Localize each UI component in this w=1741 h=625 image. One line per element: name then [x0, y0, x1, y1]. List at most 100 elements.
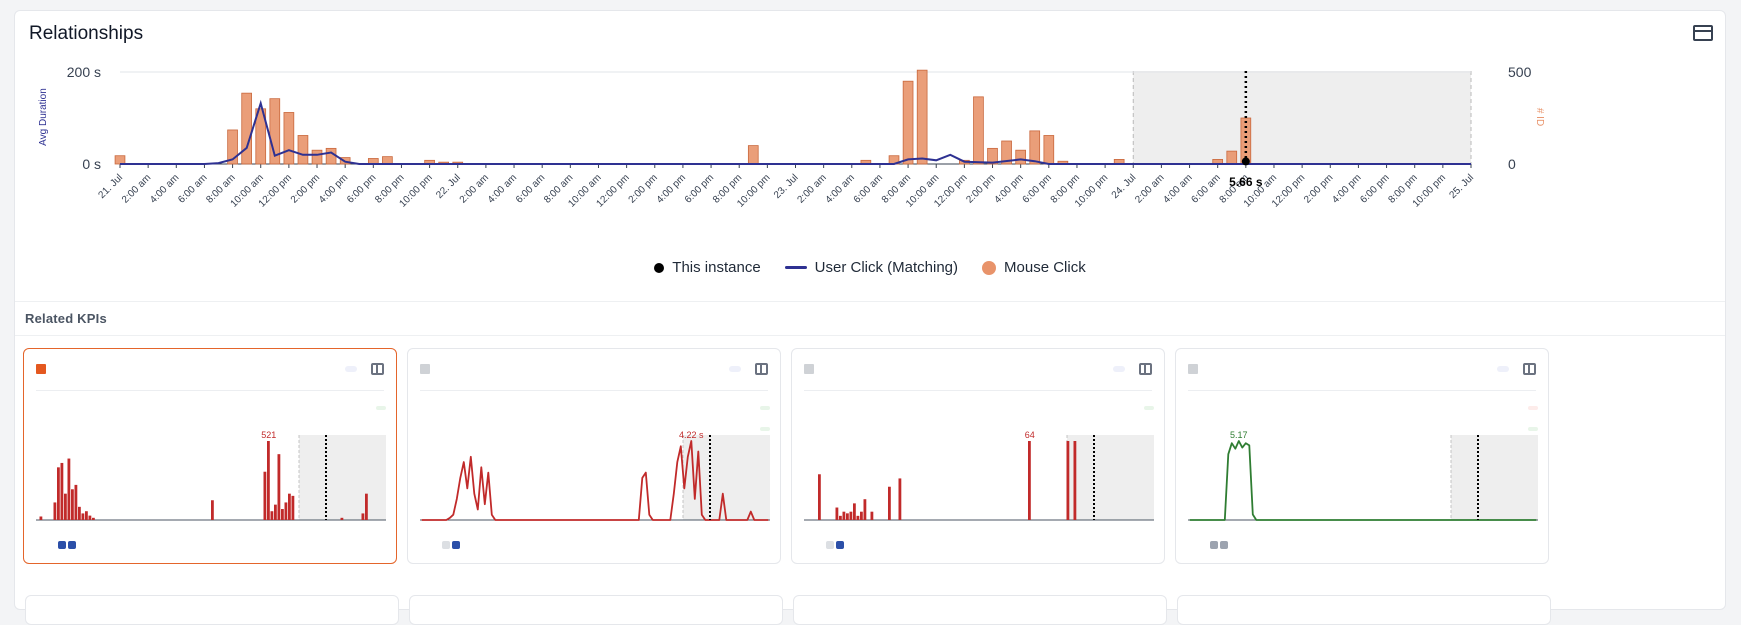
instance-dot	[1241, 157, 1250, 166]
co-move-squares	[440, 538, 460, 552]
spark-bar	[74, 484, 78, 520]
delta-badge	[1528, 427, 1538, 431]
co-move-squares	[1208, 538, 1228, 552]
columns-icon[interactable]	[1523, 363, 1536, 375]
co-square	[1210, 541, 1218, 549]
spark-highlight	[1067, 435, 1154, 520]
spark-bar	[92, 517, 95, 520]
spark-bar	[888, 486, 891, 520]
delta-badge	[760, 427, 770, 431]
dot-icon	[654, 262, 665, 273]
spark-bar	[1066, 441, 1070, 520]
x-tick-label: 6:00 pm	[345, 172, 378, 205]
x-tick-label: 4:00 pm	[1330, 172, 1363, 205]
columns-icon[interactable]	[755, 363, 768, 375]
legend-item-instance[interactable]: This instance	[654, 259, 761, 276]
series-swatch	[36, 364, 46, 374]
y-right-title: # ID	[1534, 108, 1545, 126]
legend-item-user-click[interactable]: User Click (Matching)	[784, 259, 958, 276]
spark-peak-label: 521	[261, 430, 276, 440]
legend-label: This instance	[672, 259, 761, 276]
spark-bar	[1073, 441, 1077, 520]
kpi-card[interactable]: 5.17	[1175, 348, 1549, 564]
x-tick-label: 6:00 am	[176, 172, 209, 205]
columns-icon[interactable]	[371, 363, 384, 375]
divider	[36, 390, 384, 391]
spark-bar	[340, 517, 344, 520]
y-right-tick: 500	[1508, 64, 1532, 80]
x-tick-label: 4:00 am	[824, 172, 857, 205]
spark-bar	[288, 493, 291, 520]
bar-mouse-click	[255, 108, 267, 165]
card-header	[420, 363, 768, 375]
divider	[15, 301, 1725, 302]
co-square	[442, 541, 450, 549]
co-square	[1220, 541, 1228, 549]
metric-row	[420, 399, 770, 417]
spark-bar	[863, 499, 867, 520]
legend-label: Mouse Click	[1004, 259, 1086, 276]
spark-bar	[856, 515, 860, 520]
spark-bar	[85, 511, 88, 520]
x-tick-label: 2:00 pm	[1302, 172, 1335, 205]
divider	[15, 335, 1725, 336]
sparkline-chart: 4.22 s	[420, 430, 770, 521]
spark-bar	[270, 511, 274, 520]
line-icon	[784, 266, 807, 269]
kpi-card-partial	[409, 595, 783, 625]
panel-title: Relationships	[29, 23, 144, 44]
window-toggle-icon[interactable]	[1693, 25, 1713, 41]
divider	[420, 390, 768, 391]
x-tick-label: 4:00 pm	[655, 172, 688, 205]
bar-mouse-click	[382, 156, 393, 165]
series-swatch	[420, 364, 430, 374]
x-tick-label: 6:00 am	[852, 172, 885, 205]
spark-bar	[211, 500, 214, 520]
spark-bar	[57, 467, 60, 520]
spark-bar	[898, 478, 902, 520]
spark-bar	[839, 515, 842, 520]
kpi-card-partial	[1177, 595, 1551, 625]
kpi-card[interactable]: 521	[23, 348, 397, 564]
bar-mouse-click	[1001, 140, 1012, 165]
card-header	[36, 363, 384, 375]
x-tick-label: 6:00 pm	[683, 172, 716, 205]
spark-bar	[842, 511, 846, 520]
columns-icon[interactable]	[1139, 363, 1152, 375]
spark-bar	[835, 507, 839, 520]
status-badge	[729, 366, 741, 372]
kpi-card[interactable]: 64	[791, 348, 1165, 564]
x-tick-label: 4:00 am	[1161, 172, 1194, 205]
bar-mouse-click	[283, 112, 295, 165]
series-swatch	[1188, 364, 1198, 374]
bar-mouse-click	[973, 96, 984, 165]
delta-badge	[376, 406, 386, 410]
spark-bar	[78, 506, 81, 520]
status-badge	[345, 366, 357, 372]
co-move-squares	[824, 538, 844, 552]
co-square	[826, 541, 834, 549]
x-tick-label: 2:00 am	[458, 172, 491, 205]
bar-mouse-click	[1043, 135, 1055, 165]
spark-bar	[53, 502, 57, 520]
spark-bar	[284, 502, 288, 520]
y-left-tick: 0 s	[82, 156, 101, 172]
spark-bar	[88, 515, 92, 520]
spark-bar	[277, 454, 281, 520]
metric-row	[804, 399, 1154, 417]
kpi-card[interactable]: 4.22 s	[407, 348, 781, 564]
co-square	[836, 541, 844, 549]
x-tick-label: 6:00 pm	[1021, 172, 1054, 205]
delta-badge	[1528, 406, 1538, 410]
highlight-region	[1133, 71, 1471, 164]
x-tick-label: 4:00 am	[486, 172, 519, 205]
spark-peak-label: 64	[1025, 430, 1035, 440]
co-move-summary	[420, 538, 460, 552]
x-tick-label: 2:00 pm	[289, 172, 322, 205]
spark-highlight	[1451, 435, 1538, 520]
legend-item-mouse-click[interactable]: Mouse Click	[982, 259, 1086, 276]
x-tick-label: 2:00 am	[1133, 172, 1166, 205]
x-tick-label: 4:00 pm	[992, 172, 1025, 205]
status-badge	[1497, 366, 1509, 372]
